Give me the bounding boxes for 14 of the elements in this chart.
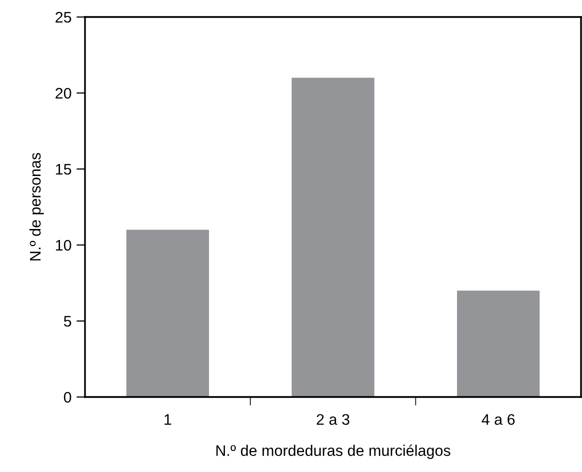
x-tick-label: 4 a 6	[482, 414, 515, 425]
bar	[292, 78, 374, 397]
bar	[126, 230, 209, 397]
y-tick-label: 5	[64, 316, 72, 327]
y-tick-label: 25	[56, 12, 72, 23]
y-axis-title: N.º de personas	[29, 152, 44, 260]
x-axis-title: N.º de mordeduras de murciélagos	[216, 444, 450, 459]
y-tick-label: 20	[56, 88, 72, 99]
bar	[457, 290, 540, 397]
y-tick-label: 10	[56, 240, 72, 251]
y-tick-label: 15	[56, 164, 72, 175]
x-tick-label: 2 a 3	[316, 414, 350, 425]
y-tick-label: 0	[64, 392, 72, 403]
x-tick-label: 1	[164, 414, 172, 425]
